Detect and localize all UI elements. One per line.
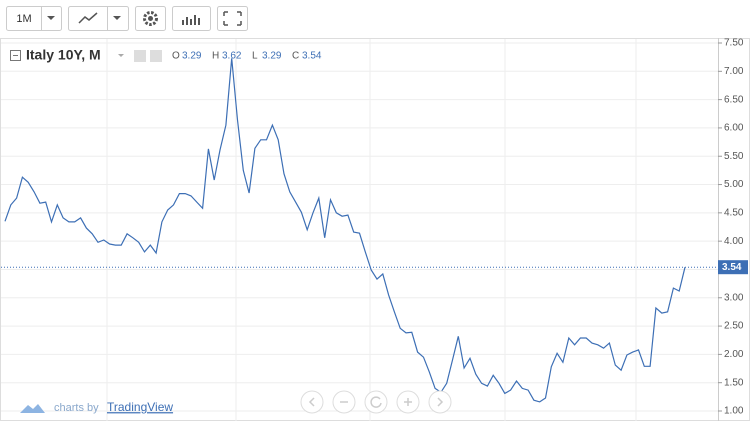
y-tick-label: 7.00	[724, 66, 744, 77]
ohlc-legend: O 3.29 H 3.62 L 3.29 C 3.54	[172, 51, 322, 62]
ohlc-key: H	[212, 51, 219, 62]
y-tick-label: 6.00	[724, 123, 744, 134]
ohlc-key: C	[292, 51, 299, 62]
ohlc-key: O	[172, 51, 180, 62]
y-tick-label: 3.00	[724, 292, 744, 303]
ohlc-key: L	[252, 51, 258, 62]
logo	[20, 404, 45, 413]
y-tick-label: 5.50	[724, 151, 744, 162]
chart-style-button[interactable]	[68, 6, 129, 31]
ohlc-value: 3.62	[222, 51, 242, 62]
y-tick-label: 6.50	[724, 94, 744, 105]
y-tick-label: 1.00	[724, 406, 744, 417]
interval-button[interactable]	[6, 6, 62, 31]
toolbar: 1M	[6, 6, 248, 31]
y-tick-label: 7.50	[724, 38, 744, 49]
fullscreen-button[interactable]	[217, 6, 248, 31]
indicators-button[interactable]	[172, 6, 211, 31]
y-tick-label: 2.00	[724, 349, 744, 360]
y-tick-label: 5.00	[724, 179, 744, 190]
y-tick-label: 4.50	[724, 207, 744, 218]
y-tick-label: 2.50	[724, 321, 744, 332]
footer-prefix: charts by	[54, 402, 99, 414]
scroll-left[interactable]	[300, 390, 324, 414]
interval-label: 1M	[16, 13, 31, 25]
symbol-title: Italy 10Y, M	[26, 47, 101, 63]
plot: 3.54	[1, 58, 748, 403]
ohlc-value: 3.29	[262, 51, 282, 62]
ohlc-value: 3.54	[302, 51, 322, 62]
last-price-box	[718, 260, 748, 275]
price-line	[4, 58, 686, 403]
grid: 1.001.502.002.503.003.504.004.505.005.50…	[1, 38, 744, 417]
scroll-right[interactable]	[428, 390, 452, 414]
reset[interactable]	[364, 390, 388, 414]
last-price-label: 3.54	[722, 262, 742, 273]
ohlc-value: 3.29	[182, 51, 202, 62]
y-tick-label: 1.50	[724, 377, 744, 388]
y-tick-label: 4.00	[724, 236, 744, 247]
footer-brand[interactable]: TradingView	[107, 400, 173, 414]
